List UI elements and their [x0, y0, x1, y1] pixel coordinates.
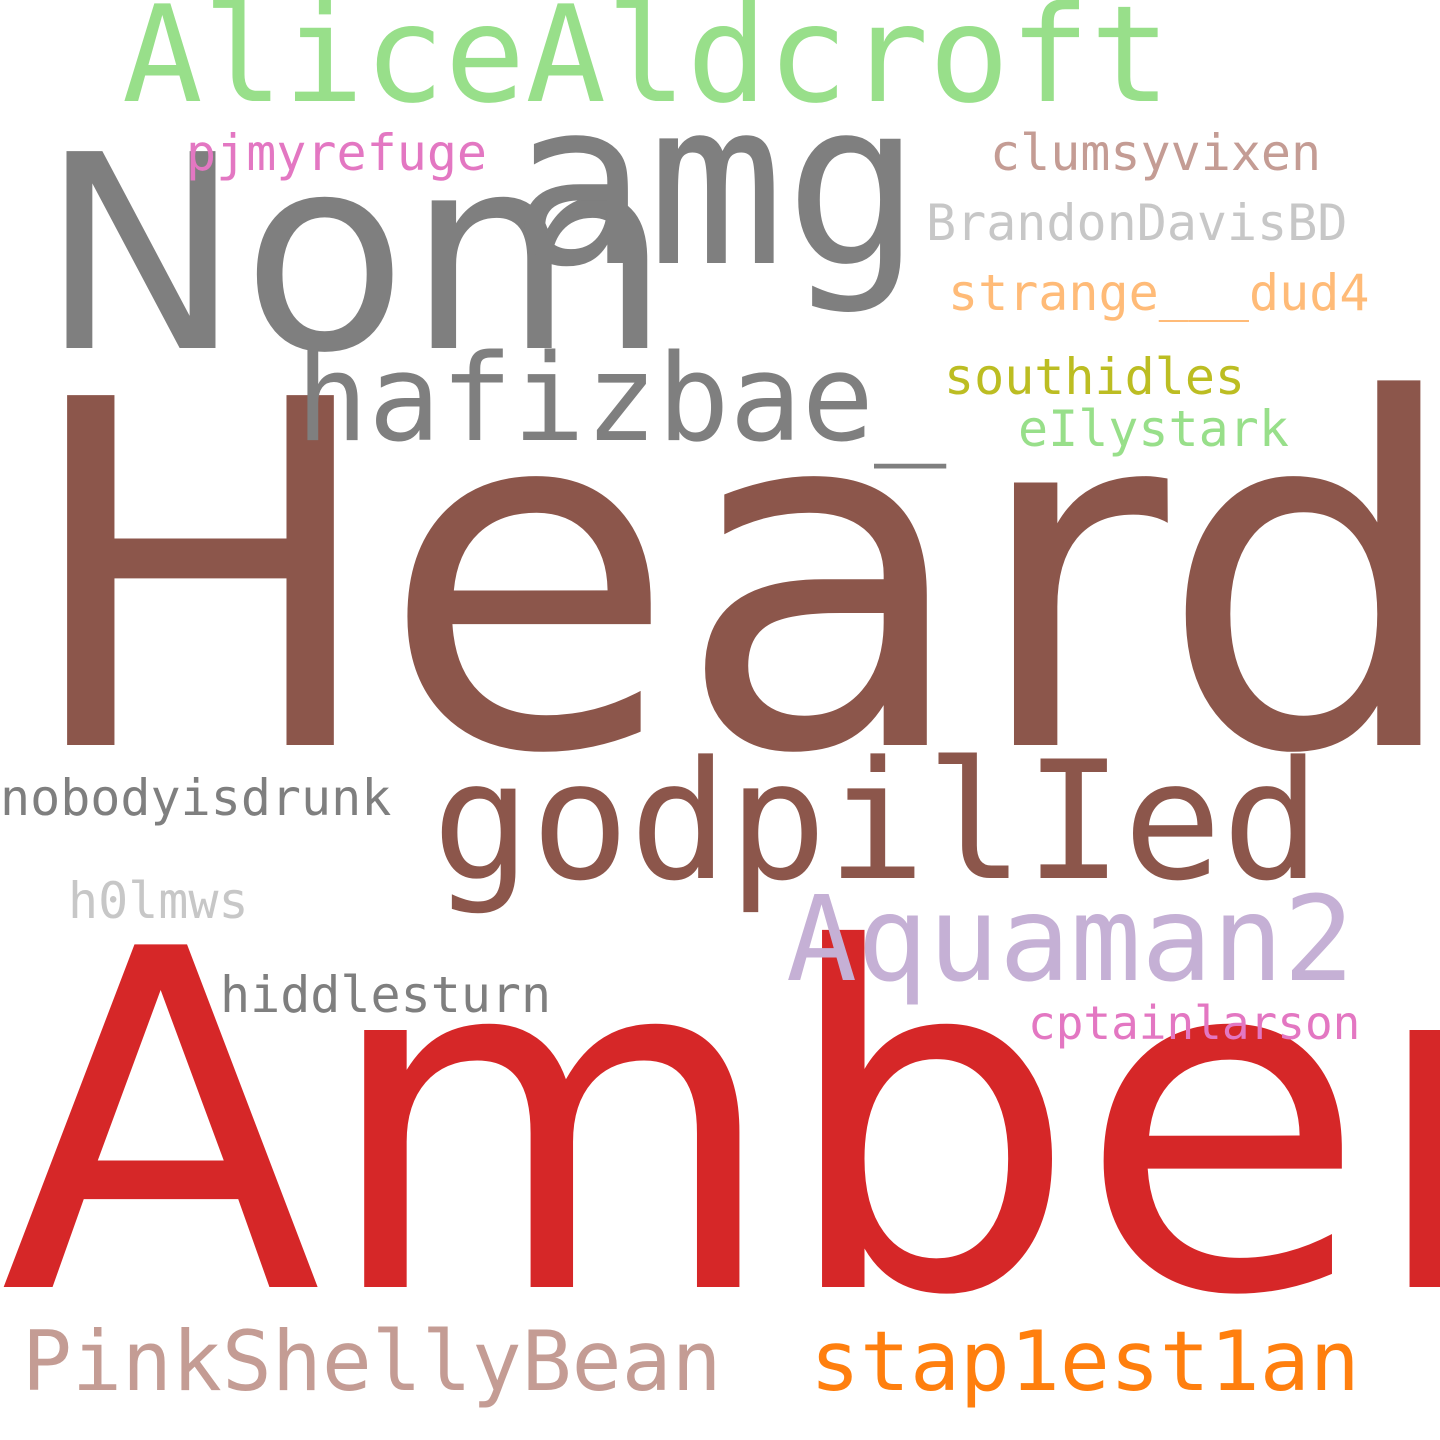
word-alice-aldcroft: AliceAldcroft — [122, 0, 1171, 133]
word-stap1est1an: stap1est1an — [810, 1313, 1360, 1410]
word-nom: Nom — [40, 97, 671, 412]
word-h0lmws: h0lmws — [68, 872, 249, 930]
word-aquaman2: Aquaman2 — [786, 870, 1355, 1008]
word-hiddlesturn: hiddlesturn — [220, 966, 552, 1024]
word-nobodyisdrunk: nobodyisdrunk — [0, 769, 392, 827]
word-clumsyvixen: clumsyvixen — [990, 124, 1322, 182]
word-amg: amg — [510, 51, 922, 317]
word-hafizbae: hafizbae_ — [296, 330, 947, 469]
word-ellystark: eIlystark — [1018, 400, 1289, 458]
word-strange-dud4: strange___dud4 — [948, 264, 1370, 322]
word-southidles: southidles — [944, 348, 1246, 406]
word-godpilled: godpilIed — [432, 726, 1321, 917]
word-amber: Amber — [0, 851, 1440, 1398]
word-pinkshellybean: PinkShellyBean — [22, 1313, 722, 1410]
word-cptainlarson: cptainlarson — [1028, 996, 1361, 1050]
word-brandondavisbd: BrandonDavisBD — [926, 194, 1348, 252]
word-heard: Heard — [20, 300, 1440, 859]
word-pjmyrefuge: pjmyrefuge — [186, 124, 488, 182]
